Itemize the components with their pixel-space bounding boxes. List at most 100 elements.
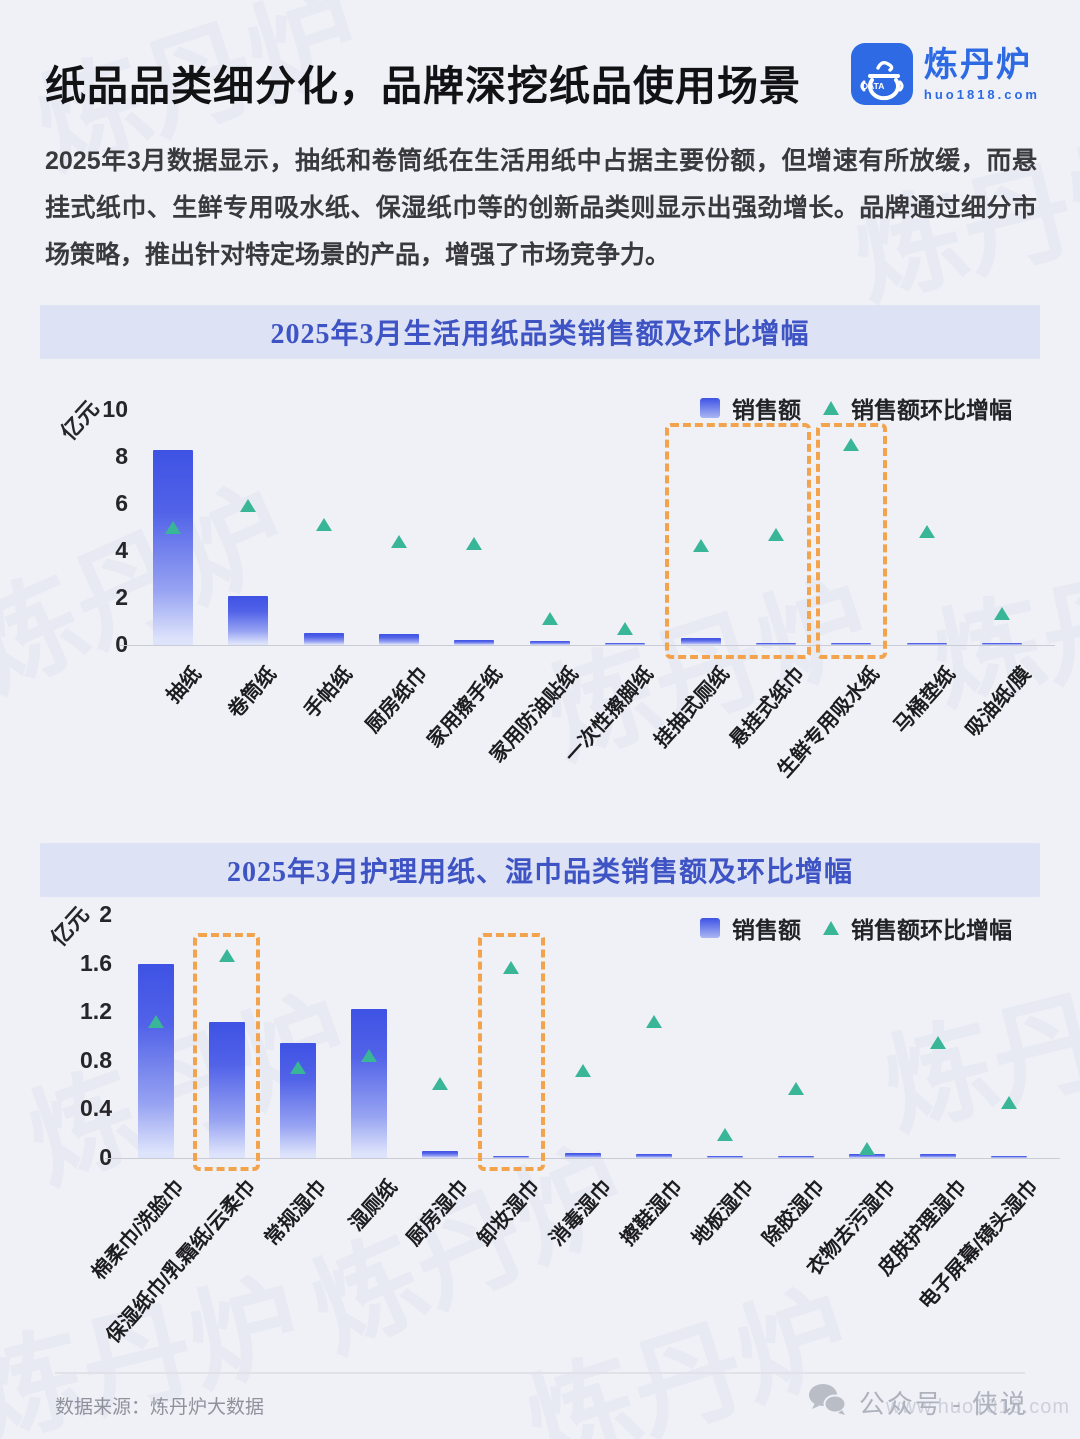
category-label: 卷筒纸 <box>224 663 281 723</box>
category-label: 吸油纸/膜 <box>961 663 1036 742</box>
svg-text:DATA: DATA <box>862 81 884 91</box>
chart-legend: 销售额 销售额环比增幅 <box>700 391 1022 425</box>
y-axis-tick: 6 <box>115 490 128 516</box>
legend-label-growth: 销售额环比增幅 <box>851 917 1012 943</box>
bar-一次性擦脚纸 <box>605 642 646 645</box>
growth-marker-消毒湿巾 <box>574 1063 591 1077</box>
category-label: 消毒湿巾 <box>545 1176 616 1251</box>
growth-marker-家用防油贴纸 <box>541 612 558 626</box>
y-axis-tick: 0.4 <box>80 1095 112 1122</box>
y-axis-tick: 8 <box>115 443 128 469</box>
growth-marker-抽纸 <box>164 520 181 534</box>
growth-marker-家用擦手纸 <box>466 536 483 550</box>
growth-marker-厨房湿巾 <box>432 1076 449 1090</box>
category-label: 厨房纸巾 <box>361 663 432 738</box>
bar-卸妆湿巾 <box>493 1155 530 1158</box>
bar-家用防油贴纸 <box>529 641 570 645</box>
legend-triangle-swatch <box>823 401 839 415</box>
highlight-box <box>193 933 261 1171</box>
growth-marker-悬挂式纸巾 <box>768 527 785 541</box>
bar-厨房湿巾 <box>422 1150 459 1158</box>
highlight-box <box>665 423 812 659</box>
y-axis-tick: 10 <box>102 396 128 422</box>
category-label: 马桶垫纸 <box>889 663 960 738</box>
chart1-title: 2025年3月生活用纸品类销售额及环比增幅 <box>270 319 810 350</box>
page-title: 纸品品类细分化，品牌深挖纸品使用场景 <box>45 63 801 109</box>
bar-除胶湿巾 <box>777 1156 814 1158</box>
chart1-plot-area: 销售额 销售额环比增幅 0 2 4 6 8 10 亿元 抽纸 卷筒纸 手帕纸 厨房纸巾 家用擦手纸 家用防油… <box>0 375 1080 841</box>
bar-手帕纸 <box>303 633 344 645</box>
intro-paragraph: 2025年3月数据显示，抽纸和卷筒纸在生活用纸中占据主要份额，但增速有所放缓，而… <box>45 147 1037 269</box>
bar-抽纸 <box>152 449 193 645</box>
y-axis-tick: 2 <box>115 584 128 610</box>
footer-divider <box>55 1372 1025 1374</box>
growth-marker-擦鞋湿巾 <box>645 1014 662 1028</box>
growth-marker-除胶湿巾 <box>787 1081 804 1095</box>
bar-悬挂式纸巾 <box>756 643 797 645</box>
y-axis-tick: 0.8 <box>80 1046 112 1073</box>
y-axis-tick: 4 <box>115 537 128 563</box>
growth-marker-一次性擦脚纸 <box>617 621 634 635</box>
y-axis-tick: 0 <box>99 1144 112 1170</box>
y-axis-tick: 1.2 <box>80 998 112 1025</box>
liandanlu-logo-icon: DATA <box>850 42 914 106</box>
y-axis-tick: 0 <box>115 631 128 657</box>
legend-bar-swatch <box>700 398 720 418</box>
growth-marker-棉柔巾/洗脸巾 <box>147 1014 164 1028</box>
brand-domain: huo1818.com <box>923 86 1040 102</box>
growth-marker-生鲜专用吸水纸 <box>843 438 860 452</box>
bar-擦鞋湿巾 <box>635 1154 672 1158</box>
growth-marker-手帕纸 <box>315 518 332 532</box>
category-label: 湿厕纸 <box>345 1176 402 1236</box>
bar-衣物去污湿巾 <box>849 1154 886 1158</box>
bar-湿厕纸 <box>351 1008 388 1158</box>
bar-卷筒纸 <box>228 595 269 645</box>
category-label: 卸妆湿巾 <box>474 1176 545 1251</box>
bar-吸油纸/膜 <box>982 643 1023 645</box>
category-label: 手帕纸 <box>299 663 357 723</box>
growth-marker-湿厕纸 <box>361 1048 378 1062</box>
chart2-title-banner: 2025年3月护理用纸、湿巾品类销售额及环比增幅 <box>40 843 1040 897</box>
brand-name: 炼丹炉 <box>923 45 1032 84</box>
chart1-title-banner: 2025年3月生活用纸品类销售额及环比增幅 <box>40 305 1040 359</box>
category-label: 厨房湿巾 <box>403 1176 474 1251</box>
growth-marker-常规湿巾 <box>289 1061 306 1075</box>
growth-marker-卸妆湿巾 <box>503 961 520 975</box>
bar-生鲜专用吸水纸 <box>831 643 872 645</box>
category-label: 挂抽式厕纸 <box>650 663 734 753</box>
data-source-label: 数据来源：炼丹炉大数据 <box>55 1397 265 1418</box>
bar-挂抽式厕纸 <box>680 637 721 645</box>
bar-厨房纸巾 <box>378 634 419 645</box>
growth-marker-厨房纸巾 <box>390 534 407 548</box>
legend-bar-swatch <box>700 918 720 938</box>
category-label: 地板湿巾 <box>687 1176 758 1251</box>
growth-marker-马桶垫纸 <box>918 525 935 539</box>
bar-棉柔巾/洗脸巾 <box>137 963 174 1158</box>
bar-马桶垫纸 <box>906 642 947 645</box>
bar-电子屏幕/镜头湿巾 <box>991 1155 1028 1158</box>
category-label: 擦鞋湿巾 <box>616 1176 687 1251</box>
x-axis-line <box>120 645 1055 646</box>
highlight-box <box>477 933 545 1171</box>
chart2-plot-area: 销售额 销售额环比增幅 0 0.4 0.8 1.2 1.6 2 亿元 棉柔巾/洗脸巾 保湿纸巾/乳霜… <box>0 897 1080 1367</box>
footer-account-block: 公众号 - 侠说 <box>807 1383 1028 1422</box>
legend-label-growth: 销售额环比增幅 <box>851 397 1012 423</box>
growth-marker-地板湿巾 <box>716 1127 733 1141</box>
bar-消毒湿巾 <box>564 1153 601 1158</box>
highlight-box <box>816 423 887 659</box>
y-axis-tick: 2 <box>99 901 112 927</box>
y-axis-tick: 1.6 <box>80 949 112 976</box>
growth-marker-挂抽式厕纸 <box>692 539 709 553</box>
legend-label-sales: 销售额 <box>732 397 801 423</box>
x-axis-line <box>105 1158 1060 1159</box>
growth-marker-衣物去污湿巾 <box>859 1142 876 1156</box>
footer-url-watermark: www.huo1818.com <box>886 1396 1070 1418</box>
bar-常规湿巾 <box>279 1042 316 1158</box>
bar-保湿纸巾/乳霜纸/云柔巾 <box>208 1021 245 1158</box>
growth-marker-卷筒纸 <box>240 499 257 513</box>
bar-皮肤护理湿巾 <box>920 1154 957 1158</box>
growth-marker-吸油纸/膜 <box>994 607 1011 621</box>
legend-label-sales: 销售额 <box>732 917 801 943</box>
chart2-title: 2025年3月护理用纸、湿巾品类销售额及环比增幅 <box>226 857 853 888</box>
